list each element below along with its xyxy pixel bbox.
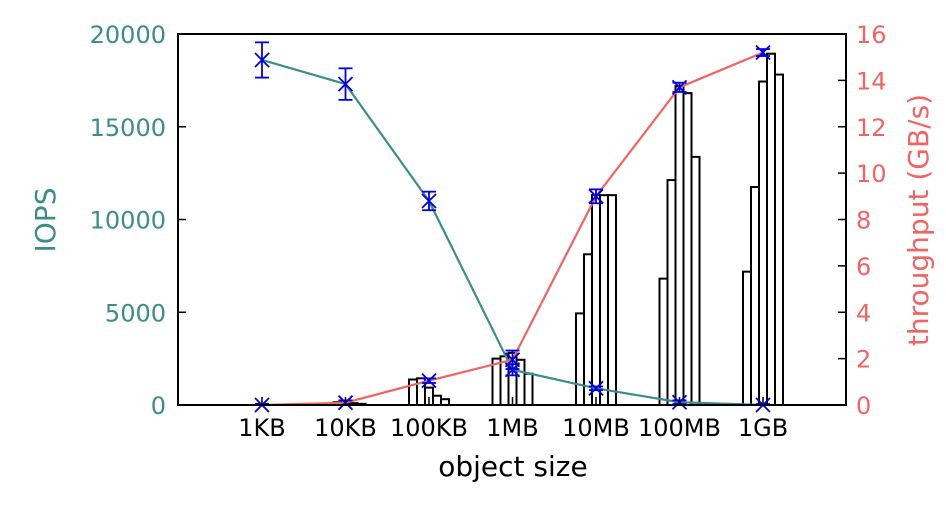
bar-10MB-4 <box>599 194 609 406</box>
bar-10MB-3 <box>591 194 601 406</box>
right-y-axis-label: throughput (GB/s) <box>902 94 935 346</box>
bar-100MB-5 <box>690 155 701 406</box>
bars-layer <box>324 52 784 407</box>
left-tick-label-0: 0 <box>151 392 166 420</box>
point-marker-2-100KB <box>421 373 437 389</box>
left-tick-label-10000: 10000 <box>90 207 166 235</box>
x-tick-label-1KB: 1KB <box>238 414 285 442</box>
left-y-axis-label: IOPS <box>29 188 62 253</box>
point-marker-1-1KB <box>254 52 270 68</box>
right-tick-label-14: 14 <box>856 67 887 95</box>
left-tick-label-5000: 5000 <box>105 299 166 327</box>
point-marker-2-100MB <box>671 79 688 95</box>
left-tick-label-15000: 15000 <box>90 114 166 142</box>
bar-1GB-1 <box>742 270 752 406</box>
right-tick-label-16: 16 <box>856 21 887 49</box>
point-marker-1-100KB <box>421 193 437 209</box>
right-tick-label-0: 0 <box>856 392 871 420</box>
bar-100MB-1 <box>658 277 669 406</box>
bar-100MB-3 <box>674 85 685 406</box>
bar-1MB-5 <box>523 372 534 406</box>
x-tick-label-10KB: 10KB <box>314 414 377 442</box>
right-tick-label-10: 10 <box>856 160 887 188</box>
x-tick-label-100MB: 100MB <box>638 414 721 442</box>
bar-10MB-5 <box>607 194 617 406</box>
x-tick-label-1MB: 1MB <box>486 414 538 442</box>
point-marker-2-1MB <box>504 352 521 368</box>
axes-layer: 0 5000 10000 15000 20000 0 2 4 6 8 10 12 14 16 1KB 10KB… <box>90 21 887 442</box>
bar-100KB-4 <box>432 394 442 407</box>
bar-1GB-5 <box>774 73 784 406</box>
right-tick-label-4: 4 <box>856 299 871 327</box>
left-tick-label-20000: 20000 <box>90 21 166 49</box>
bar-100MB-4 <box>682 92 693 407</box>
x-tick-label-10MB: 10MB <box>562 414 630 442</box>
point-marker-1-10KB <box>337 76 354 92</box>
bar-1GB-4 <box>766 52 776 406</box>
right-tick-label-6: 6 <box>856 253 871 281</box>
bar-1GB-3 <box>758 80 768 407</box>
bar-1MB-4 <box>515 358 526 406</box>
right-tick-label-2: 2 <box>856 346 871 374</box>
right-tick-label-12: 12 <box>856 114 887 142</box>
point-marker-1-10MB <box>588 380 604 396</box>
right-tick-label-8: 8 <box>856 207 871 235</box>
x-tick-label-100KB: 100KB <box>390 414 468 442</box>
bar-10MB-1 <box>575 312 585 406</box>
bar-100MB-2 <box>666 179 677 406</box>
bar-1GB-2 <box>750 186 760 406</box>
x-tick-label-1GB: 1GB <box>738 414 788 442</box>
x-axis-label: object size <box>438 450 587 483</box>
point-marker-2-1GB <box>755 44 771 61</box>
point-marker-2-10MB <box>588 188 604 204</box>
